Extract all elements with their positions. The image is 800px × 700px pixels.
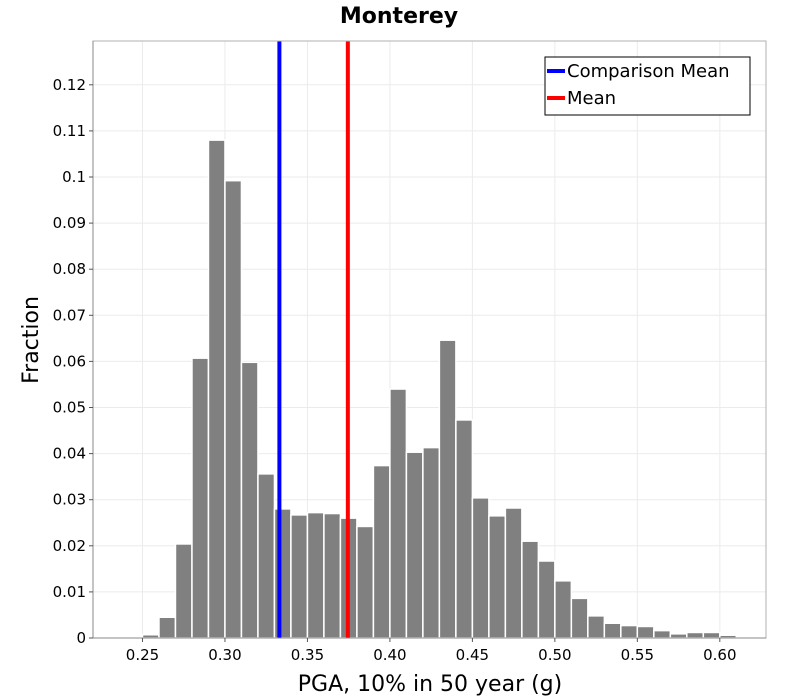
- legend: Comparison Mean Mean: [544, 56, 751, 116]
- legend-box: [544, 56, 751, 116]
- chart-title: Monterey: [340, 4, 458, 29]
- x-tick-label: 0.45: [456, 646, 489, 664]
- y-tick-label: 0.01: [53, 583, 86, 601]
- histogram-bar: [537, 560, 556, 639]
- histogram-bar: [686, 631, 705, 639]
- histogram-bar: [669, 633, 688, 639]
- x-tick-label: 0.40: [373, 646, 406, 664]
- histogram-bar: [323, 512, 342, 639]
- histogram-bar: [174, 543, 193, 639]
- y-axis-label: Fraction: [19, 296, 44, 384]
- histogram-bar: [389, 388, 408, 639]
- histogram-bar: [290, 514, 309, 639]
- histogram-bar: [191, 357, 210, 639]
- y-tick-label: 0.05: [53, 398, 86, 416]
- histogram-bar: [570, 597, 589, 639]
- histogram-bar: [240, 361, 259, 639]
- histogram-bar: [422, 446, 441, 639]
- mean-lines: [277, 41, 350, 638]
- histogram-bar: [372, 464, 391, 639]
- y-tick-label: 0.11: [53, 122, 86, 140]
- histogram-bar: [620, 624, 639, 639]
- axes: [92, 40, 767, 639]
- y-tick-label: 0.07: [53, 306, 86, 324]
- histogram-bars: [125, 139, 754, 639]
- y-tick-label: 0.06: [53, 352, 86, 370]
- y-tick-label: 0.1: [62, 168, 86, 186]
- histogram-bar: [224, 179, 243, 639]
- histogram-bar: [438, 339, 457, 639]
- y-axis-ticks: 0 0.01 0.02 0.03 0.04 0.05 0.06 0.07 0.08 0.09 0.1…: [53, 76, 93, 647]
- histogram-bar: [273, 508, 292, 639]
- histogram-bar: [356, 525, 375, 639]
- y-tick-label: 0.03: [53, 491, 86, 509]
- y-tick-label: 0.08: [53, 260, 86, 278]
- y-tick-label: 0.12: [53, 76, 86, 94]
- x-tick-label: 0.50: [538, 646, 571, 664]
- histogram-bar: [471, 497, 490, 639]
- histogram-bar: [488, 515, 507, 639]
- histogram-bar: [554, 580, 573, 639]
- histogram-bar: [702, 631, 721, 639]
- histogram-bar: [455, 419, 474, 639]
- histogram-bar: [636, 625, 655, 639]
- x-tick-label: 0.35: [291, 646, 324, 664]
- histogram-bar: [587, 615, 606, 639]
- histogram-bar: [603, 622, 622, 639]
- histogram-bar: [504, 507, 523, 639]
- x-tick-label: 0.55: [621, 646, 654, 664]
- histogram-bar: [653, 629, 672, 639]
- histogram-bar: [405, 451, 424, 639]
- y-tick-label: 0.09: [53, 214, 86, 232]
- y-tick-label: 0: [76, 629, 86, 647]
- y-tick-label: 0.04: [53, 445, 86, 463]
- x-tick-label: 0.60: [703, 646, 736, 664]
- histogram-bar: [306, 511, 325, 639]
- x-axis-ticks: 0.25 0.30 0.35 0.40 0.45 0.50 0.55 0.60: [126, 638, 737, 664]
- legend-label: Mean: [567, 88, 616, 109]
- histogram-bar: [521, 540, 540, 639]
- x-tick-label: 0.25: [126, 646, 159, 664]
- histogram-bar: [257, 473, 276, 639]
- x-tick-label: 0.30: [208, 646, 241, 664]
- legend-label: Comparison Mean: [567, 61, 730, 82]
- histogram-bar: [158, 616, 177, 639]
- x-axis-label: PGA, 10% in 50 year (g): [298, 672, 562, 697]
- y-tick-label: 0.02: [53, 537, 86, 555]
- histogram-bar: [207, 139, 226, 639]
